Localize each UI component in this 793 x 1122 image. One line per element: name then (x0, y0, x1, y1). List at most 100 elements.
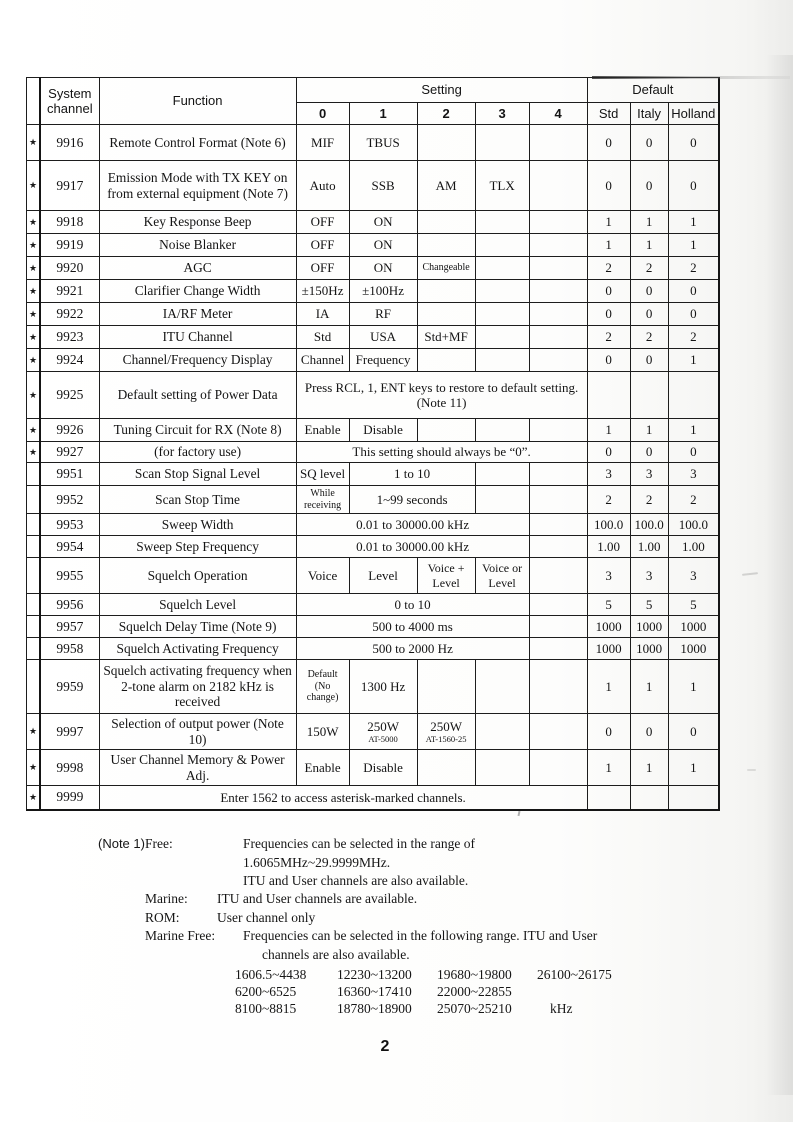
setting-cell (474, 210, 530, 234)
table-row-9959: 9959 Squelch activating frequency when 2-… (26, 659, 721, 714)
asterisk-marker: ★ (26, 418, 41, 442)
function-label: Sweep Width (98, 513, 297, 536)
setting-cell: OFF (295, 233, 350, 257)
default-italy: 0 (629, 160, 669, 211)
channel-number: 9954 (39, 535, 100, 558)
channel-number: 9952 (39, 485, 100, 514)
default-std: 0 (586, 160, 631, 211)
header-row-1: System channel Function Setting Default (26, 77, 721, 125)
channel-table-body: ★ 9916 Remote Control Format (Note 6) MIF TB… (26, 124, 721, 811)
default-holland: 1 (667, 418, 721, 442)
table-row-9917: ★ 9917 Emission Mode with TX KEY on from e… (26, 160, 721, 211)
setting-cell: Channel (295, 348, 350, 372)
default-holland: 3 (667, 462, 721, 486)
default-italy: 1 (629, 233, 669, 257)
channel-number: 9953 (39, 513, 100, 536)
setting-cell (416, 348, 476, 372)
default-holland: 1000 (667, 637, 721, 660)
default-italy: 0 (629, 302, 669, 326)
freq-range: 19680~19800 (437, 967, 512, 982)
default-italy: 0 (629, 124, 669, 161)
default-std: 0 (586, 302, 631, 326)
header-system-channel: System channel (39, 77, 100, 125)
function-label: Remote Control Format (Note 6) (98, 124, 297, 161)
default-italy: 0 (629, 441, 669, 463)
setting-cell: 500 to 2000 Hz (295, 637, 530, 660)
default-holland: 1 (667, 348, 721, 372)
channel-number: 9925 (39, 371, 100, 419)
setting-cell: 250W AT-5000 (348, 713, 418, 750)
default-std: 2 (586, 325, 631, 349)
note1-rom-line: User channel only (217, 910, 316, 925)
header-setting-1: 1 (348, 101, 418, 126)
default-holland: 1 (667, 210, 721, 234)
asterisk-marker: ★ (26, 233, 41, 257)
setting-cell (474, 233, 530, 257)
setting-cell (528, 749, 588, 786)
table-row-9957: 9957 Squelch Delay Time (Note 9) 500 to 40… (26, 615, 721, 638)
setting-cell: Auto (295, 160, 350, 211)
setting-cell (528, 713, 588, 750)
setting-cell (416, 124, 476, 161)
default-holland: 1 (667, 659, 721, 714)
setting-cell: AM (416, 160, 476, 211)
header-setting: Setting (295, 77, 588, 103)
channel-number: 9922 (39, 302, 100, 326)
setting-cell: While receiving (295, 485, 350, 514)
default-std: 1 (586, 749, 631, 786)
table-row-9918: ★ 9918 Key Response Beep OFF ON 1 1 1 (26, 210, 721, 234)
function-label: Scan Stop Signal Level (98, 462, 297, 486)
default-italy: 3 (629, 462, 669, 486)
default-std: 0 (586, 124, 631, 161)
header-setting-4: 4 (528, 101, 588, 126)
channel-number: 9959 (39, 659, 100, 714)
setting-cell: 1300 Hz (348, 659, 418, 714)
freq-unit-label: kHz (550, 1001, 573, 1016)
setting-cell (528, 637, 588, 660)
default-std: 3 (586, 557, 631, 594)
default-std: 1000 (586, 637, 631, 660)
function-label: Squelch Operation (98, 557, 297, 594)
setting-cell (528, 348, 588, 372)
default-holland: 0 (667, 302, 721, 326)
channel-number: 9997 (39, 713, 100, 750)
default-std: 1 (586, 659, 631, 714)
setting-cell (416, 749, 476, 786)
table-row-9924: ★ 9924 Channel/Frequency Display Channel Fre… (26, 348, 721, 372)
setting-cell (474, 124, 530, 161)
setting-cell: IA (295, 302, 350, 326)
default-std: 5 (586, 593, 631, 616)
function-label: AGC (98, 256, 297, 280)
setting-cell (474, 418, 530, 442)
setting-cell (416, 233, 476, 257)
default-italy: 1 (629, 418, 669, 442)
default-holland (667, 371, 721, 419)
setting-cell (474, 713, 530, 750)
channel-number: 9917 (39, 160, 100, 211)
asterisk-marker: ★ (26, 160, 41, 211)
channel-number: 9923 (39, 325, 100, 349)
setting-cell: 0 to 10 (295, 593, 530, 616)
asterisk-marker: ★ (26, 371, 41, 419)
default-italy: 3 (629, 557, 669, 594)
asterisk-gutter (26, 557, 41, 594)
setting-cell (528, 513, 588, 536)
table-row-9925: ★ 9925 Default setting of Power Data Press … (26, 371, 721, 419)
asterisk-marker: ★ (26, 785, 41, 811)
default-holland: 1.00 (667, 535, 721, 558)
table-row-9955: 9955 Squelch Operation Voice Level Voice + L… (26, 557, 721, 594)
table-row-9951: 9951 Scan Stop Signal Level SQ level 1 to 1… (26, 462, 721, 486)
table-row-9921: ★ 9921 Clarifier Change Width ±150Hz ±100Hz 0… (26, 279, 721, 303)
channel-number: 9956 (39, 593, 100, 616)
default-std: 100.0 (586, 513, 631, 536)
default-std: 1.00 (586, 535, 631, 558)
function-label: ITU Channel (98, 325, 297, 349)
setting-cell: ±100Hz (348, 279, 418, 303)
setting-cell: Voice or Level (474, 557, 530, 594)
scan-speck (747, 769, 756, 771)
setting-cell: Std+MF (416, 325, 476, 349)
asterisk-marker: ★ (26, 256, 41, 280)
setting-cell: Voice (295, 557, 350, 594)
channel-number: 9921 (39, 279, 100, 303)
header-default-std: Std (586, 101, 631, 126)
